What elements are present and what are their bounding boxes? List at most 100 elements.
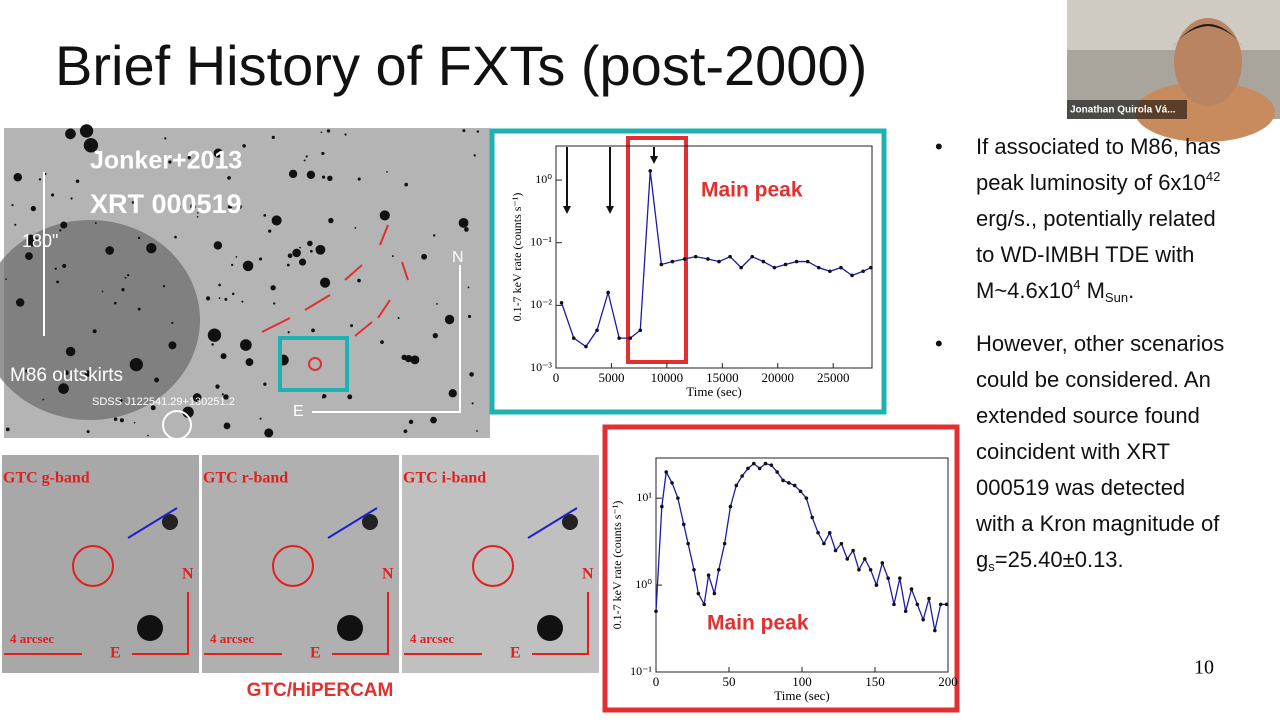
gtc-panel (402, 455, 599, 673)
star (471, 402, 474, 405)
star (321, 151, 325, 156)
star (305, 155, 308, 158)
star (537, 615, 563, 641)
bullet-line: to WD-IMBH TDE with (976, 237, 1275, 273)
data-point (798, 489, 803, 494)
image-label: XRT 000519 (90, 189, 242, 219)
star (223, 422, 231, 430)
star (326, 129, 331, 133)
star (379, 210, 390, 221)
data-point (839, 265, 843, 270)
star (178, 205, 181, 208)
star (231, 292, 235, 296)
star (121, 288, 125, 292)
stars (5, 124, 480, 438)
annotation: Main peak (701, 179, 803, 202)
star (350, 324, 354, 328)
data-point (898, 576, 902, 581)
y-tick-label: 10⁻¹ (630, 664, 652, 678)
star (218, 297, 221, 300)
star (430, 416, 437, 424)
star (15, 298, 25, 307)
data-point (938, 602, 943, 607)
star (147, 434, 149, 437)
star (62, 263, 67, 268)
pointer-arrow (127, 507, 178, 539)
star (240, 339, 252, 351)
star (292, 248, 301, 258)
data-point (915, 602, 920, 607)
image-label: Jonker+2013 (90, 147, 242, 175)
star (404, 354, 413, 363)
star (469, 372, 474, 377)
star (421, 253, 428, 260)
star (298, 258, 307, 266)
star (207, 328, 222, 342)
star (263, 214, 267, 217)
star (235, 256, 238, 258)
star (462, 129, 466, 133)
star (84, 370, 92, 377)
x-tick-label: 15000 (706, 370, 739, 385)
target-circle (472, 545, 514, 587)
data-point (670, 259, 675, 264)
data-point (761, 259, 766, 264)
data-point (781, 478, 785, 483)
star (30, 205, 37, 212)
star (268, 229, 272, 233)
star (42, 398, 45, 401)
star (221, 393, 224, 396)
star (310, 249, 313, 253)
star (391, 255, 394, 258)
star (174, 235, 177, 239)
gtc-panel (202, 455, 399, 673)
bullet-line: with a Kron magnitude of (976, 506, 1275, 542)
y-axis-label: 0.1-7 keV rate (counts s⁻¹) (610, 501, 624, 630)
star (273, 302, 276, 305)
data-point (654, 609, 658, 614)
star (286, 263, 290, 267)
data-point (628, 336, 633, 340)
star (101, 290, 104, 293)
data-point (868, 567, 873, 572)
compass-n: N (382, 566, 394, 583)
target-circle (72, 545, 114, 587)
bullet-line: 000519 was detected (976, 470, 1275, 506)
star (320, 131, 323, 134)
data-point (944, 602, 949, 607)
star (131, 200, 135, 204)
compass-e: E (310, 645, 321, 662)
star (467, 314, 472, 318)
star (380, 340, 384, 344)
star (270, 285, 276, 291)
data-point (670, 481, 674, 485)
annotation: Main peak (707, 612, 809, 635)
data-point (822, 541, 826, 546)
light-curve (655, 462, 947, 631)
source-circle (308, 357, 322, 371)
band-label: GTC i-band (403, 470, 486, 487)
image-label: E (293, 403, 304, 420)
slide-title: Brief History of FXTs (post-2000) (55, 34, 867, 97)
participant-name: Jonathan Quirola Vá... (1070, 105, 1176, 116)
star (38, 178, 42, 181)
compass (532, 592, 589, 655)
star (344, 133, 347, 136)
star (271, 215, 282, 226)
data-point (706, 573, 711, 577)
x-tick-label: 20000 (762, 370, 795, 385)
star (327, 175, 333, 182)
data-point (874, 583, 879, 587)
star (362, 514, 378, 530)
bullet-line: coincident with XRT (976, 434, 1275, 470)
webcam-shirt (1135, 82, 1275, 142)
data-point (757, 466, 762, 471)
data-point (816, 265, 821, 270)
star (386, 171, 388, 173)
x-tick-label: 50 (723, 674, 736, 689)
data-point (927, 596, 931, 601)
star (171, 321, 174, 325)
bullet-line: extended source found (976, 398, 1275, 434)
star (227, 204, 233, 210)
x-tick-label: 150 (865, 674, 885, 689)
